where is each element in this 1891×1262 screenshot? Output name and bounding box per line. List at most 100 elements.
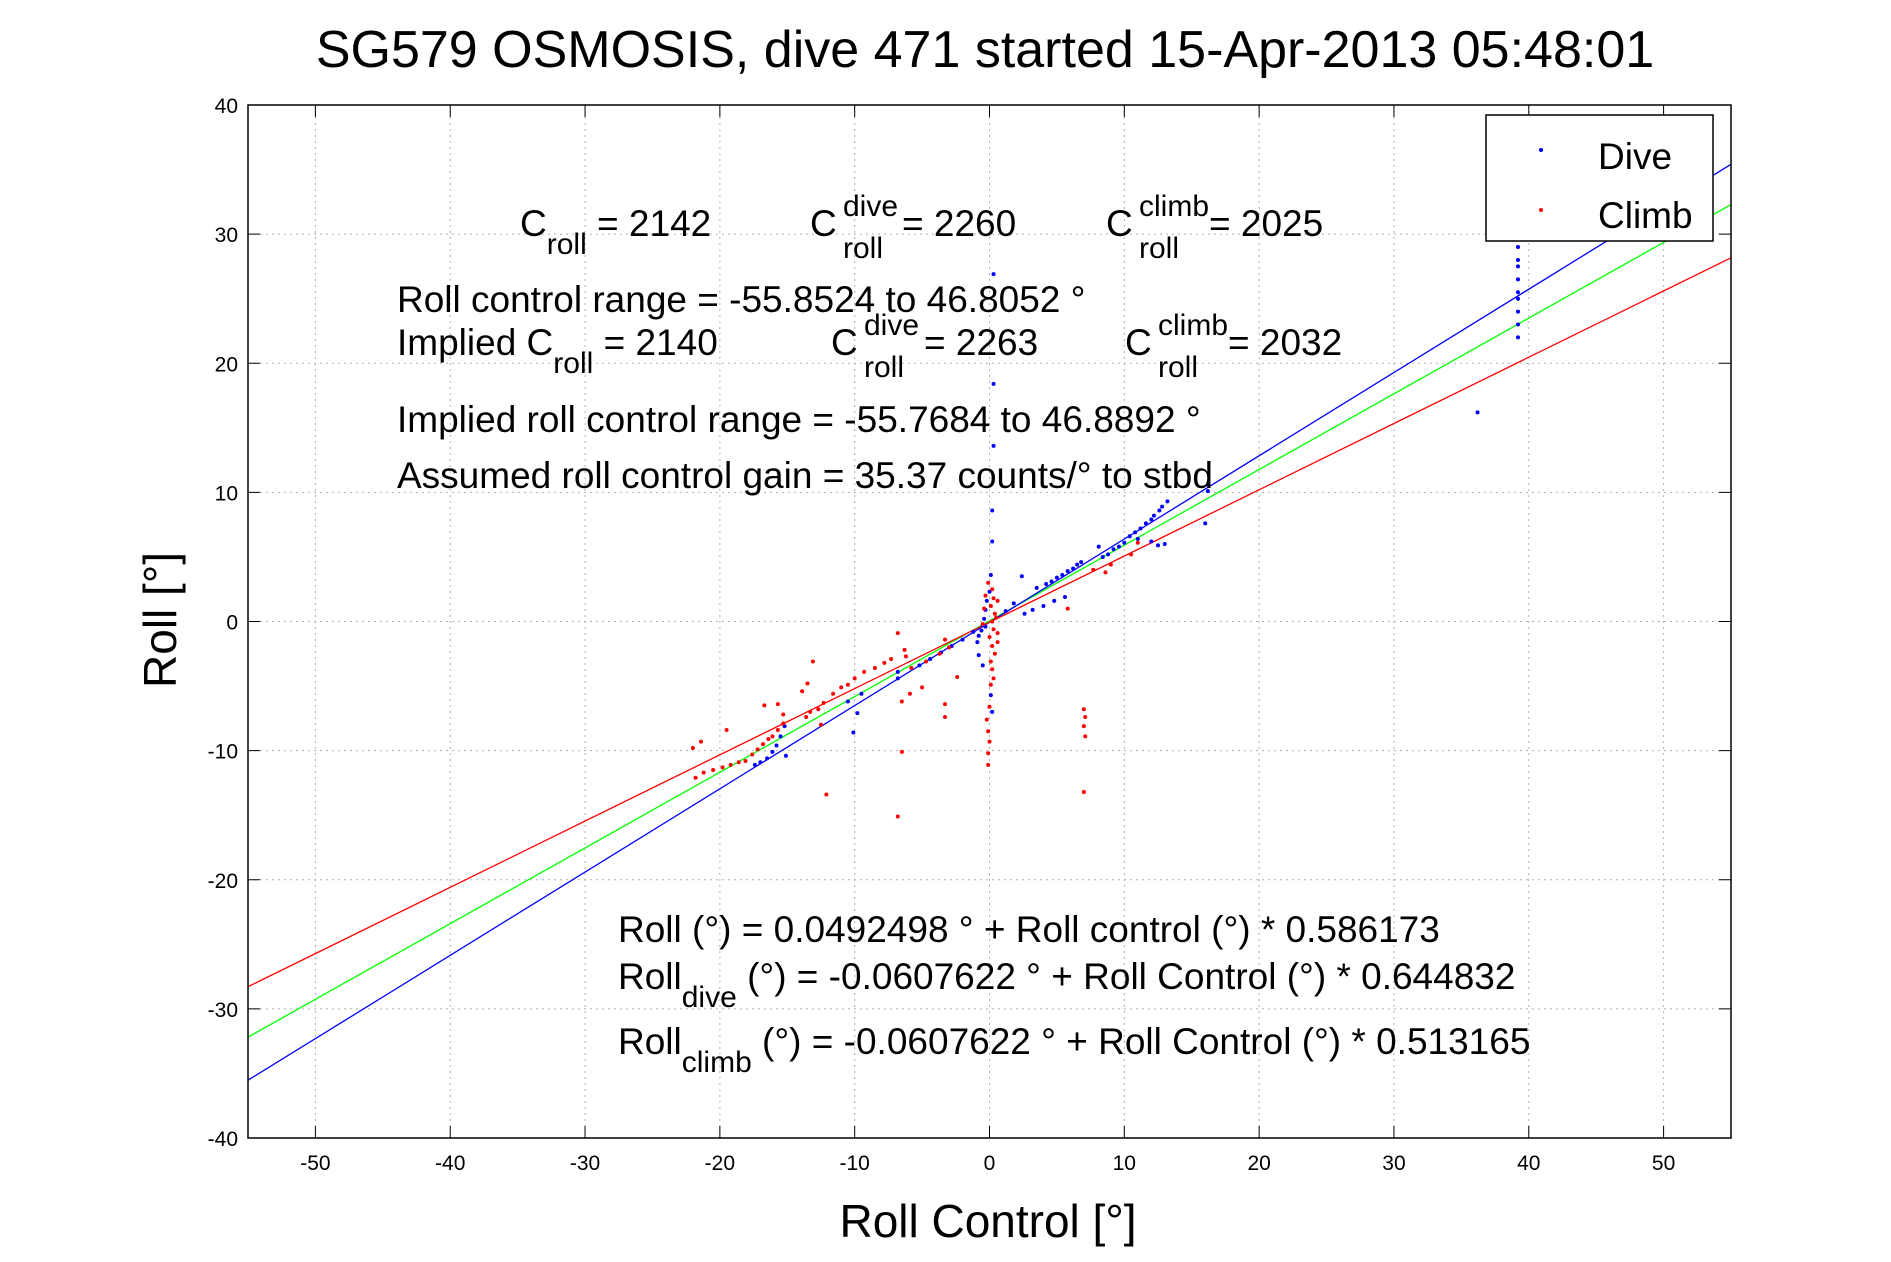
legend: Dive Climb bbox=[1485, 114, 1714, 242]
climb-point bbox=[690, 746, 695, 751]
dive-point bbox=[1116, 544, 1121, 549]
dive-point bbox=[990, 539, 995, 544]
dive-point bbox=[1157, 508, 1162, 513]
climb-point bbox=[991, 596, 996, 601]
axis-ticks: -50 -40 -30 -20 -10 0 10 20 30 40 50 -40 -30 -20 -10 0 1… bbox=[208, 95, 1731, 1175]
fit-line-roll-fit bbox=[247, 204, 1732, 1038]
climb-point bbox=[943, 715, 948, 720]
legend-dive-marker bbox=[1539, 148, 1543, 152]
x-tick-label: -20 bbox=[705, 1152, 735, 1175]
climb-point bbox=[988, 659, 993, 664]
dive-point bbox=[1149, 539, 1154, 544]
dive-point bbox=[979, 628, 984, 633]
dive-point bbox=[991, 272, 996, 277]
dive-point bbox=[1060, 573, 1065, 578]
climb-point bbox=[984, 717, 989, 722]
x-tick-label: -30 bbox=[570, 1152, 600, 1175]
climb-point bbox=[711, 767, 716, 772]
dive-point bbox=[983, 624, 988, 629]
c-roll-climb-sub: roll bbox=[1139, 232, 1179, 265]
climb-point bbox=[805, 681, 810, 686]
roll-equation: Roll (°) = 0.0492498 ° + Roll control (°… bbox=[618, 909, 1440, 950]
climb-point bbox=[937, 651, 942, 656]
dive-point bbox=[845, 699, 850, 704]
dive-point bbox=[917, 663, 922, 668]
dive-point bbox=[758, 760, 763, 765]
dive-point bbox=[987, 589, 992, 594]
climb-point bbox=[987, 634, 992, 639]
dive-point bbox=[991, 443, 996, 448]
dive-point bbox=[1515, 290, 1520, 295]
climb-point bbox=[987, 739, 992, 744]
climb-point bbox=[895, 814, 900, 819]
y-tick-label: -30 bbox=[208, 999, 238, 1022]
dive-point bbox=[1149, 517, 1154, 522]
dive-point bbox=[1475, 410, 1480, 415]
climb-point bbox=[775, 727, 780, 732]
dive-point bbox=[1019, 574, 1024, 579]
climb-point bbox=[800, 689, 805, 694]
fit-line-climb-fit bbox=[247, 257, 1732, 988]
climb-point bbox=[1091, 567, 1096, 572]
dive-point bbox=[1165, 499, 1170, 504]
climb-point bbox=[899, 749, 904, 754]
climb-point bbox=[818, 722, 823, 727]
dive-point bbox=[895, 676, 900, 681]
dive-point bbox=[1034, 585, 1039, 590]
y-tick-label: -40 bbox=[208, 1128, 238, 1151]
range-annotation: Roll control range = -55.8524 to 46.8052… bbox=[397, 279, 1085, 320]
climb-point bbox=[995, 640, 1000, 645]
dive-point bbox=[988, 573, 993, 578]
climb-point bbox=[1129, 552, 1134, 557]
dive-point bbox=[752, 762, 757, 767]
climb-point bbox=[743, 758, 748, 763]
gain-annotation: Assumed roll control gain = 35.37 counts… bbox=[397, 455, 1213, 496]
c-roll-climb-annotation: C bbox=[1106, 203, 1133, 244]
x-tick-label: -10 bbox=[840, 1152, 870, 1175]
roll-climb-equation: Rollclimb (°) = -0.0607622 ° + Roll Cont… bbox=[618, 1021, 1530, 1079]
climb-point bbox=[728, 762, 733, 767]
dive-point bbox=[1515, 264, 1520, 269]
y-axis-label: Roll [°] bbox=[134, 552, 186, 688]
climb-point bbox=[986, 729, 991, 734]
dive-point bbox=[1065, 569, 1070, 574]
dive-point bbox=[980, 663, 985, 668]
dive-point bbox=[1515, 309, 1520, 314]
dive-point bbox=[1156, 543, 1161, 548]
climb-point bbox=[1083, 734, 1088, 739]
climb-point bbox=[724, 727, 729, 732]
dive-point bbox=[975, 640, 980, 645]
dive-point bbox=[774, 743, 779, 748]
implied-climb-sub: roll bbox=[1158, 351, 1198, 384]
dive-point bbox=[1143, 521, 1148, 526]
legend-climb-marker bbox=[1539, 208, 1543, 212]
dive-point bbox=[976, 633, 981, 638]
climb-point bbox=[1081, 789, 1086, 794]
implied-c-roll-climb-annotation: C bbox=[1125, 322, 1152, 363]
climb-point bbox=[1103, 570, 1108, 575]
dive-point bbox=[770, 749, 775, 754]
climb-point bbox=[701, 770, 706, 775]
x-tick-label: 30 bbox=[1382, 1152, 1405, 1175]
climb-point bbox=[947, 645, 952, 650]
dive-point bbox=[1075, 562, 1080, 567]
climb-point bbox=[994, 615, 999, 620]
dive-point bbox=[928, 656, 933, 661]
dive-point bbox=[851, 730, 856, 735]
c-roll-annotation: Croll = 2142 bbox=[520, 203, 711, 261]
climb-point bbox=[986, 751, 991, 756]
climb-point bbox=[990, 667, 995, 672]
dive-point bbox=[1135, 536, 1140, 541]
dive-point bbox=[783, 753, 788, 758]
climb-point bbox=[902, 647, 907, 652]
climb-point bbox=[924, 659, 929, 664]
dive-point bbox=[765, 756, 770, 761]
climb-point bbox=[698, 739, 703, 744]
dive-point bbox=[988, 693, 993, 698]
dive-point bbox=[1096, 544, 1101, 549]
climb-point bbox=[903, 654, 908, 659]
climb-point bbox=[899, 699, 904, 704]
x-tick-label: 40 bbox=[1517, 1152, 1540, 1175]
dive-point bbox=[1127, 534, 1132, 539]
chart-title: SG579 OSMOSIS, dive 471 started 15-Apr-2… bbox=[316, 21, 1654, 79]
